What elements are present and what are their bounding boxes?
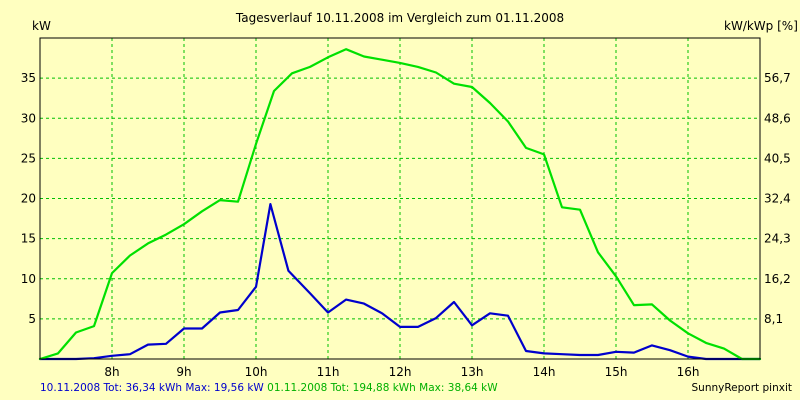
x-tick-label: 8h xyxy=(104,365,119,379)
y-tick-label-left: 25 xyxy=(21,151,36,165)
x-tick-label: 9h xyxy=(176,365,191,379)
y-tick-label-right: 8,1 xyxy=(764,312,783,326)
x-tick-label: 12h xyxy=(389,365,412,379)
tick-labels: 8h 9h 10h 11h 12h 13h 14h 15h 16h 5 8,1 10 16,2 15 24,… xyxy=(21,71,791,379)
x-tick-label: 16h xyxy=(677,365,700,379)
series-layer xyxy=(38,48,762,361)
x-tick-label: 10h xyxy=(245,365,268,379)
y-tick-label-right: 32,4 xyxy=(764,192,791,206)
y-tick-label-left: 5 xyxy=(28,312,36,326)
summary-10-11: 10.11.2008 Tot: 36,34 kWh Max: 19,56 kW xyxy=(40,382,264,394)
summary-01-11: 01.11.2008 Tot: 194,88 kWh Max: 38,64 kW xyxy=(267,382,498,394)
y-tick-label-left: 20 xyxy=(21,192,36,206)
y-tick-label-left: 15 xyxy=(21,232,36,246)
x-tick-label: 15h xyxy=(605,365,628,379)
y-tick-label-right: 48,6 xyxy=(764,111,791,125)
y-tick-label-left: 35 xyxy=(21,71,36,85)
y-tick-label-right: 16,2 xyxy=(764,272,791,286)
series-line-10-11-2008 xyxy=(38,203,762,361)
plot-frame xyxy=(39,37,761,360)
x-tick-label: 11h xyxy=(317,365,340,379)
footer-summary: 10.11.2008 Tot: 36,34 kWh Max: 19,56 kW … xyxy=(40,382,498,394)
x-tick-label: 13h xyxy=(461,365,484,379)
x-tick-label: 14h xyxy=(533,365,556,379)
y-tick-label-left: 30 xyxy=(21,111,36,125)
y-tick-label-right: 24,3 xyxy=(764,232,791,246)
y-axis-label-left: kW xyxy=(32,19,51,33)
chart-title: Tagesverlauf 10.11.2008 im Vergleich zum… xyxy=(235,11,564,25)
credit-text: SunnyReport pinxit xyxy=(691,382,792,394)
grid xyxy=(40,38,760,359)
series-line-01-11-2008 xyxy=(38,48,762,361)
y-axis-label-right: kW/kWp [%] xyxy=(724,19,798,33)
y-tick-label-right: 56,7 xyxy=(764,71,791,85)
y-tick-label-left: 10 xyxy=(21,272,36,286)
y-tick-label-right: 40,5 xyxy=(764,151,791,165)
